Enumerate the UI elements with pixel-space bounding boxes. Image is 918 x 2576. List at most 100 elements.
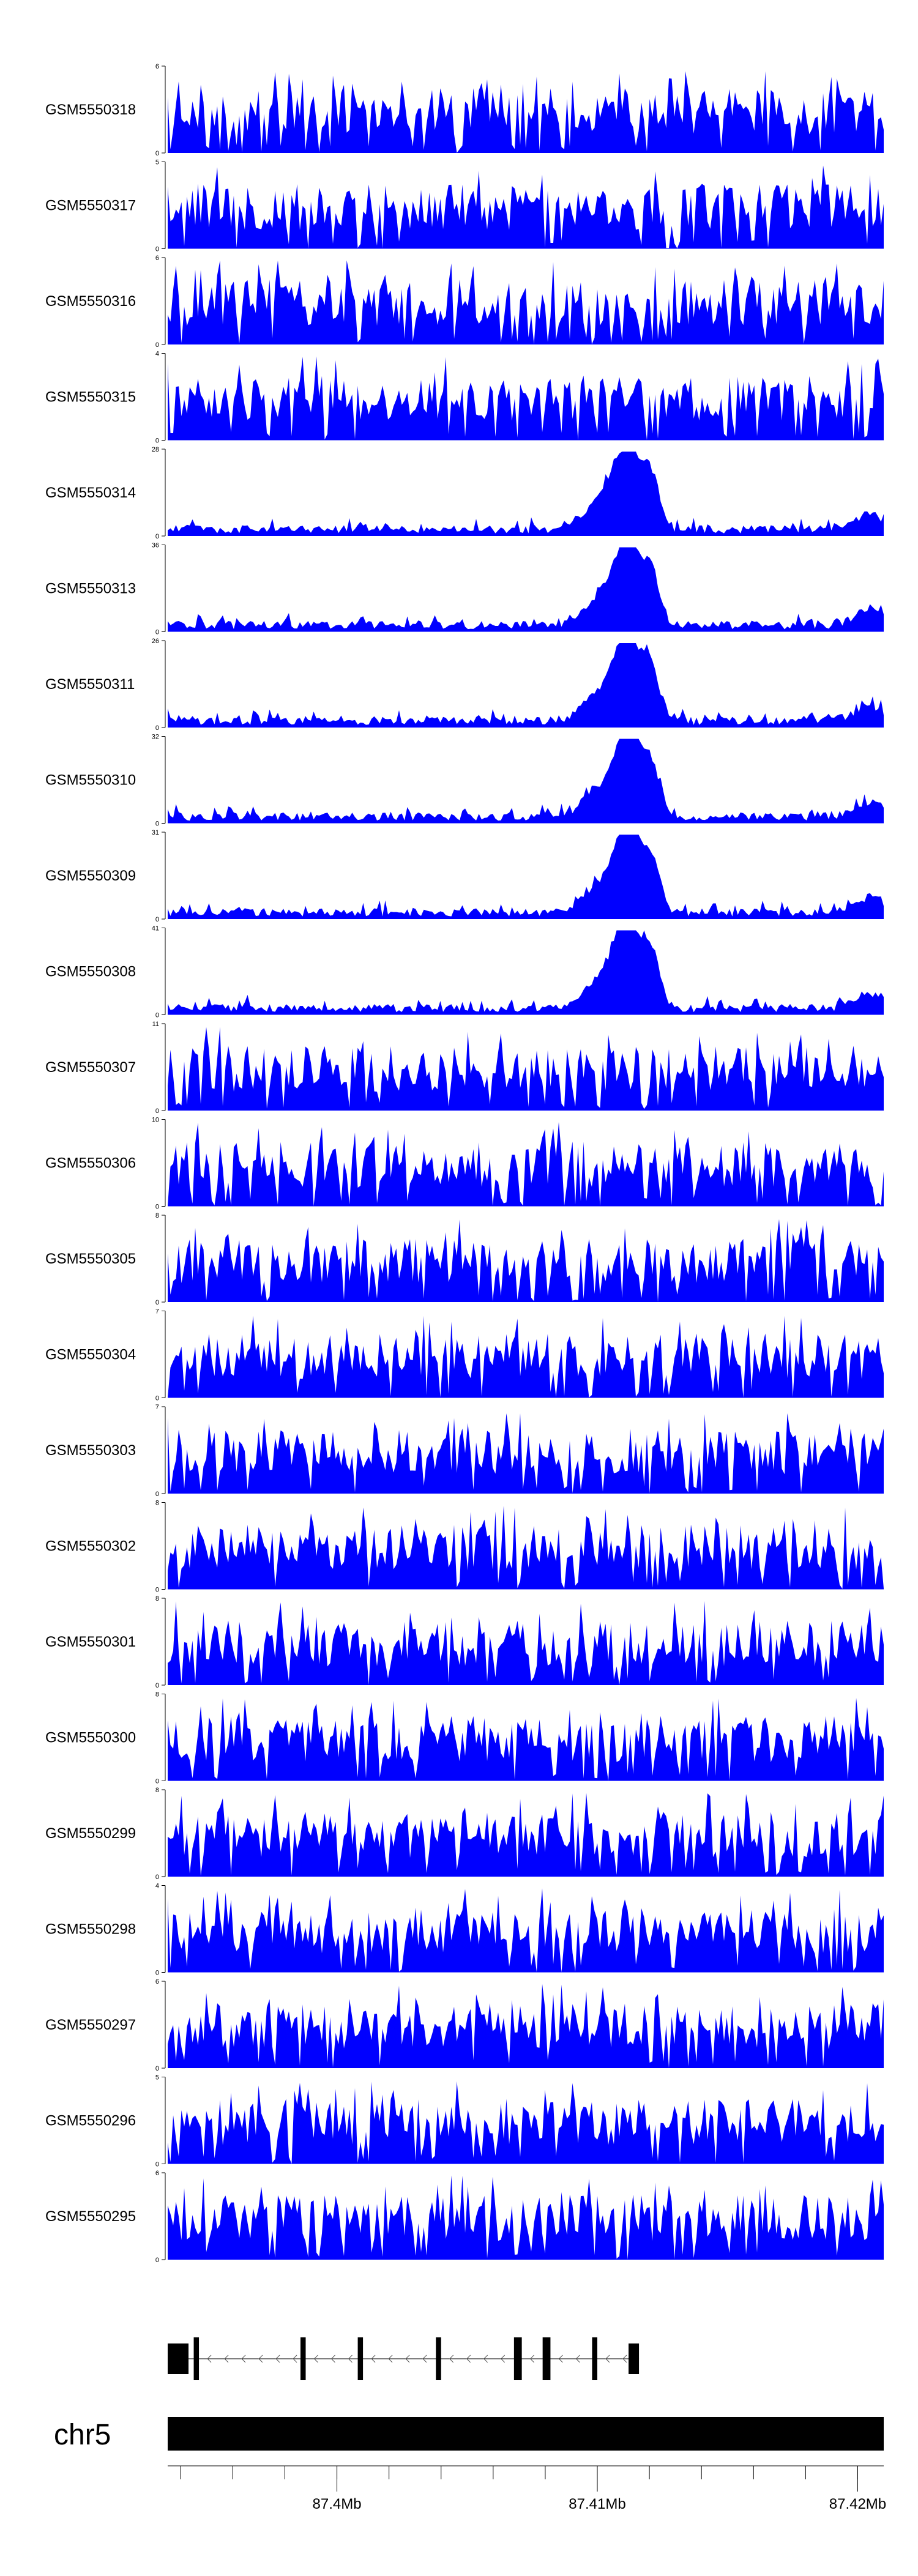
y-min-label: 0 — [155, 2065, 159, 2072]
coverage-area — [168, 2175, 884, 2260]
strand-arrow — [313, 2355, 318, 2363]
track-GSM5550295: GSM5550295 6 0 — [45, 2170, 884, 2264]
track-label: GSM5550309 — [45, 868, 136, 884]
strand-arrow — [605, 2355, 610, 2363]
track-label: GSM5550300 — [45, 1730, 136, 1746]
coverage-area — [168, 739, 884, 824]
track-label: GSM5550315 — [45, 389, 136, 406]
gene-exon — [513, 2337, 522, 2380]
strand-arrow — [224, 2355, 229, 2363]
coverage-area — [168, 1984, 884, 2068]
coverage-area — [168, 356, 884, 441]
y-max-label: 6 — [155, 2170, 159, 2177]
chromosome-label: chr5 — [54, 2419, 111, 2451]
strand-arrow — [501, 2355, 506, 2363]
coverage-area — [168, 1793, 884, 1877]
coverage-area — [168, 547, 884, 632]
strand-arrow — [483, 2355, 488, 2363]
track-label: GSM5550298 — [45, 1921, 136, 1938]
track-label: GSM5550313 — [45, 581, 136, 597]
coverage-area — [168, 1601, 884, 1685]
track-label: GSM5550306 — [45, 1155, 136, 1172]
y-max-label: 8 — [155, 1500, 159, 1507]
coverage-area — [168, 930, 884, 1015]
y-max-label: 28 — [152, 446, 159, 453]
y-max-label: 8 — [155, 1787, 159, 1794]
y-min-label: 0 — [155, 150, 159, 157]
y-max-label: 4 — [155, 351, 159, 358]
gene-exon — [193, 2337, 200, 2380]
coverage-area — [168, 260, 884, 344]
gene-exon — [542, 2337, 551, 2380]
strand-arrow — [466, 2355, 471, 2363]
y-min-label: 0 — [155, 1204, 159, 1211]
y-min-label: 0 — [155, 1012, 159, 1019]
y-min-label: 0 — [155, 2161, 159, 2168]
coverage-area — [168, 835, 884, 919]
coverage-area — [168, 71, 884, 153]
y-min-label: 0 — [155, 629, 159, 636]
track-label: GSM5550296 — [45, 2113, 136, 2129]
strand-arrow — [449, 2355, 454, 2363]
y-max-label: 11 — [152, 1021, 159, 1028]
track-label: GSM5550304 — [45, 1347, 136, 1363]
coverage-area — [168, 452, 884, 536]
y-max-label: 10 — [152, 1117, 159, 1124]
y-max-label: 41 — [152, 925, 159, 932]
y-max-label: 5 — [155, 2074, 159, 2082]
track-label: GSM5550297 — [45, 2017, 136, 2033]
track-GSM5550305: GSM5550305 8 0 — [45, 1212, 884, 1306]
track-label: GSM5550295 — [45, 2208, 136, 2225]
coverage-area — [168, 643, 884, 728]
track-GSM5550297: GSM5550297 6 0 — [45, 1978, 884, 2072]
gene-exon — [592, 2337, 597, 2380]
axis-tick-label: 87.42Mb — [829, 2496, 886, 2512]
coverage-area — [168, 1027, 884, 1111]
chromosome-bar — [168, 2417, 884, 2451]
strand-arrow — [405, 2355, 410, 2363]
strand-arrow — [575, 2355, 580, 2363]
strand-arrow — [241, 2355, 246, 2363]
track-GSM5550317: GSM5550317 5 0 — [45, 159, 884, 253]
coverage-area — [168, 1888, 884, 1973]
y-min-label: 0 — [155, 916, 159, 923]
track-label: GSM5550316 — [45, 293, 136, 310]
y-min-label: 0 — [155, 1778, 159, 1785]
y-max-label: 6 — [155, 63, 159, 70]
coverage-area — [168, 1697, 884, 1781]
strand-arrow — [207, 2355, 212, 2363]
track-label: GSM5550314 — [45, 485, 136, 501]
track-GSM5550304: GSM5550304 7 0 — [45, 1308, 884, 1402]
track-GSM5550318: GSM5550318 6 0 — [45, 63, 884, 157]
coverage-area — [168, 2081, 884, 2164]
gene-exon — [436, 2337, 441, 2380]
track-label: GSM5550307 — [45, 1059, 136, 1076]
track-GSM5550300: GSM5550300 8 0 — [45, 1691, 884, 1785]
strand-arrow — [422, 2355, 427, 2363]
y-min-label: 0 — [155, 1874, 159, 1881]
y-max-label: 7 — [155, 1308, 159, 1316]
y-max-label: 8 — [155, 1691, 159, 1699]
y-min-label: 0 — [155, 246, 159, 253]
track-label: GSM5550301 — [45, 1634, 136, 1650]
track-label: GSM5550305 — [45, 1251, 136, 1267]
track-GSM5550314: GSM5550314 28 0 — [45, 446, 884, 540]
axis-tick-label: 87.41Mb — [569, 2496, 625, 2512]
track-label: GSM5550311 — [45, 676, 135, 693]
coverage-area — [168, 1413, 884, 1494]
strand-arrow — [529, 2355, 534, 2363]
track-GSM5550299: GSM5550299 8 0 — [45, 1787, 884, 1881]
strand-arrow — [293, 2355, 297, 2363]
track-GSM5550315: GSM5550315 4 0 — [45, 351, 884, 445]
coverage-area — [168, 1219, 884, 1302]
chromosome-track: chr5 — [54, 2417, 884, 2451]
y-min-label: 0 — [155, 724, 159, 732]
track-GSM5550301: GSM5550301 8 0 — [45, 1595, 884, 1689]
track-label: GSM5550310 — [45, 772, 136, 789]
y-max-label: 32 — [152, 734, 159, 741]
track-label: GSM5550308 — [45, 964, 136, 980]
y-min-label: 0 — [155, 1970, 159, 1977]
coverage-area — [168, 1505, 884, 1590]
gene-exon — [300, 2337, 306, 2380]
